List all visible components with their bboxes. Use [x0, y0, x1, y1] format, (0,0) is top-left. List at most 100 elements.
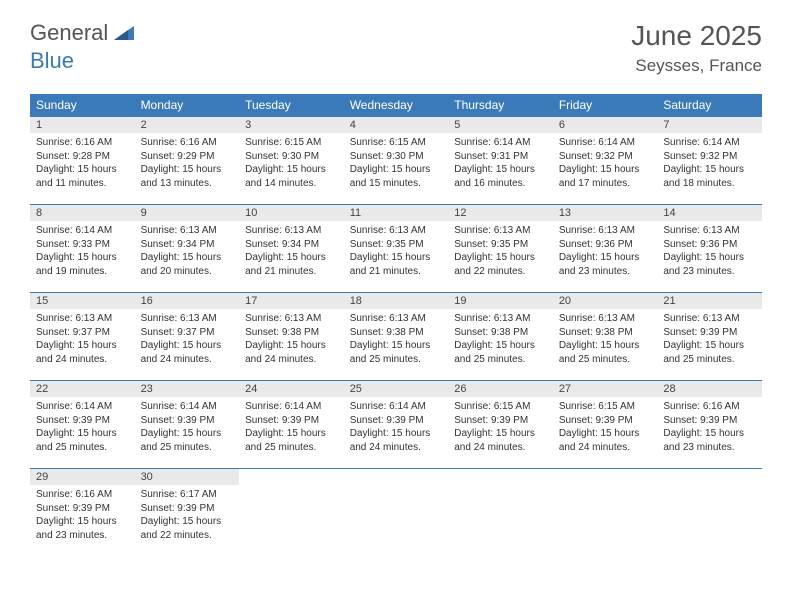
day-number: 6 [553, 117, 658, 133]
day-number: 11 [344, 205, 449, 221]
day-number: 14 [657, 205, 762, 221]
day-details: Sunrise: 6:15 AMSunset: 9:30 PMDaylight:… [344, 133, 449, 194]
day-number: 29 [30, 469, 135, 485]
day-number: 1 [30, 117, 135, 133]
day-number: 4 [344, 117, 449, 133]
day-number: 13 [553, 205, 658, 221]
day-details: Sunrise: 6:14 AMSunset: 9:32 PMDaylight:… [553, 133, 658, 194]
weekday-header: Sunday [30, 94, 135, 117]
calendar-cell: 19Sunrise: 6:13 AMSunset: 9:38 PMDayligh… [448, 293, 553, 381]
calendar-cell [657, 469, 762, 557]
calendar-body: 1Sunrise: 6:16 AMSunset: 9:28 PMDaylight… [30, 117, 762, 557]
calendar-row: 15Sunrise: 6:13 AMSunset: 9:37 PMDayligh… [30, 293, 762, 381]
calendar-cell [344, 469, 449, 557]
calendar-cell: 18Sunrise: 6:13 AMSunset: 9:38 PMDayligh… [344, 293, 449, 381]
calendar-cell [448, 469, 553, 557]
calendar-cell: 27Sunrise: 6:15 AMSunset: 9:39 PMDayligh… [553, 381, 658, 469]
brand-triangle-icon [114, 22, 134, 45]
day-details: Sunrise: 6:16 AMSunset: 9:29 PMDaylight:… [135, 133, 240, 194]
calendar-cell: 30Sunrise: 6:17 AMSunset: 9:39 PMDayligh… [135, 469, 240, 557]
calendar-cell: 17Sunrise: 6:13 AMSunset: 9:38 PMDayligh… [239, 293, 344, 381]
calendar-cell: 26Sunrise: 6:15 AMSunset: 9:39 PMDayligh… [448, 381, 553, 469]
day-details: Sunrise: 6:16 AMSunset: 9:28 PMDaylight:… [30, 133, 135, 194]
calendar-cell: 21Sunrise: 6:13 AMSunset: 9:39 PMDayligh… [657, 293, 762, 381]
day-details: Sunrise: 6:15 AMSunset: 9:30 PMDaylight:… [239, 133, 344, 194]
brand-second: Blue [30, 48, 74, 73]
calendar-cell: 24Sunrise: 6:14 AMSunset: 9:39 PMDayligh… [239, 381, 344, 469]
brand-second-wrap: Blue [30, 48, 74, 74]
day-details: Sunrise: 6:13 AMSunset: 9:36 PMDaylight:… [553, 221, 658, 282]
calendar-cell: 11Sunrise: 6:13 AMSunset: 9:35 PMDayligh… [344, 205, 449, 293]
calendar-row: 8Sunrise: 6:14 AMSunset: 9:33 PMDaylight… [30, 205, 762, 293]
weekday-header: Monday [135, 94, 240, 117]
day-number: 22 [30, 381, 135, 397]
calendar-table: SundayMondayTuesdayWednesdayThursdayFrid… [30, 94, 762, 557]
weekday-header: Thursday [448, 94, 553, 117]
day-number: 2 [135, 117, 240, 133]
calendar-cell: 15Sunrise: 6:13 AMSunset: 9:37 PMDayligh… [30, 293, 135, 381]
day-number: 7 [657, 117, 762, 133]
day-number: 20 [553, 293, 658, 309]
day-number: 15 [30, 293, 135, 309]
day-details: Sunrise: 6:13 AMSunset: 9:38 PMDaylight:… [448, 309, 553, 370]
brand-first: General [30, 20, 108, 46]
calendar-cell [239, 469, 344, 557]
day-details: Sunrise: 6:13 AMSunset: 9:35 PMDaylight:… [448, 221, 553, 282]
day-number: 3 [239, 117, 344, 133]
calendar-cell: 3Sunrise: 6:15 AMSunset: 9:30 PMDaylight… [239, 117, 344, 205]
day-details: Sunrise: 6:14 AMSunset: 9:33 PMDaylight:… [30, 221, 135, 282]
calendar-cell: 6Sunrise: 6:14 AMSunset: 9:32 PMDaylight… [553, 117, 658, 205]
calendar-row: 29Sunrise: 6:16 AMSunset: 9:39 PMDayligh… [30, 469, 762, 557]
day-details: Sunrise: 6:13 AMSunset: 9:39 PMDaylight:… [657, 309, 762, 370]
calendar-cell: 13Sunrise: 6:13 AMSunset: 9:36 PMDayligh… [553, 205, 658, 293]
day-details: Sunrise: 6:15 AMSunset: 9:39 PMDaylight:… [553, 397, 658, 458]
calendar-cell: 29Sunrise: 6:16 AMSunset: 9:39 PMDayligh… [30, 469, 135, 557]
day-details: Sunrise: 6:16 AMSunset: 9:39 PMDaylight:… [657, 397, 762, 458]
day-details: Sunrise: 6:13 AMSunset: 9:38 PMDaylight:… [239, 309, 344, 370]
day-details: Sunrise: 6:14 AMSunset: 9:39 PMDaylight:… [239, 397, 344, 458]
weekday-header-row: SundayMondayTuesdayWednesdayThursdayFrid… [30, 94, 762, 117]
day-number: 17 [239, 293, 344, 309]
calendar-cell: 20Sunrise: 6:13 AMSunset: 9:38 PMDayligh… [553, 293, 658, 381]
day-number: 12 [448, 205, 553, 221]
calendar-cell: 4Sunrise: 6:15 AMSunset: 9:30 PMDaylight… [344, 117, 449, 205]
day-details: Sunrise: 6:13 AMSunset: 9:34 PMDaylight:… [239, 221, 344, 282]
calendar-cell: 7Sunrise: 6:14 AMSunset: 9:32 PMDaylight… [657, 117, 762, 205]
day-details: Sunrise: 6:15 AMSunset: 9:39 PMDaylight:… [448, 397, 553, 458]
day-number: 21 [657, 293, 762, 309]
day-number: 16 [135, 293, 240, 309]
calendar-cell: 5Sunrise: 6:14 AMSunset: 9:31 PMDaylight… [448, 117, 553, 205]
calendar-cell: 8Sunrise: 6:14 AMSunset: 9:33 PMDaylight… [30, 205, 135, 293]
day-details: Sunrise: 6:13 AMSunset: 9:36 PMDaylight:… [657, 221, 762, 282]
day-number: 28 [657, 381, 762, 397]
day-number: 18 [344, 293, 449, 309]
calendar-cell: 22Sunrise: 6:14 AMSunset: 9:39 PMDayligh… [30, 381, 135, 469]
page-header: General June 2025 Seysses, France [0, 0, 792, 86]
day-details: Sunrise: 6:14 AMSunset: 9:39 PMDaylight:… [135, 397, 240, 458]
brand-logo: General [30, 20, 136, 46]
calendar-cell: 23Sunrise: 6:14 AMSunset: 9:39 PMDayligh… [135, 381, 240, 469]
day-details: Sunrise: 6:13 AMSunset: 9:34 PMDaylight:… [135, 221, 240, 282]
day-number: 10 [239, 205, 344, 221]
day-details: Sunrise: 6:16 AMSunset: 9:39 PMDaylight:… [30, 485, 135, 546]
day-number: 30 [135, 469, 240, 485]
calendar-cell: 2Sunrise: 6:16 AMSunset: 9:29 PMDaylight… [135, 117, 240, 205]
calendar-cell: 12Sunrise: 6:13 AMSunset: 9:35 PMDayligh… [448, 205, 553, 293]
page-subtitle: Seysses, France [631, 56, 762, 76]
day-details: Sunrise: 6:14 AMSunset: 9:32 PMDaylight:… [657, 133, 762, 194]
weekday-header: Saturday [657, 94, 762, 117]
calendar-cell: 16Sunrise: 6:13 AMSunset: 9:37 PMDayligh… [135, 293, 240, 381]
title-block: June 2025 Seysses, France [631, 20, 762, 76]
day-number: 8 [30, 205, 135, 221]
day-number: 24 [239, 381, 344, 397]
day-details: Sunrise: 6:13 AMSunset: 9:38 PMDaylight:… [344, 309, 449, 370]
day-details: Sunrise: 6:13 AMSunset: 9:37 PMDaylight:… [135, 309, 240, 370]
weekday-header: Tuesday [239, 94, 344, 117]
day-number: 19 [448, 293, 553, 309]
day-details: Sunrise: 6:13 AMSunset: 9:35 PMDaylight:… [344, 221, 449, 282]
day-details: Sunrise: 6:13 AMSunset: 9:37 PMDaylight:… [30, 309, 135, 370]
calendar-cell [553, 469, 658, 557]
calendar-cell: 28Sunrise: 6:16 AMSunset: 9:39 PMDayligh… [657, 381, 762, 469]
day-number: 26 [448, 381, 553, 397]
day-number: 27 [553, 381, 658, 397]
